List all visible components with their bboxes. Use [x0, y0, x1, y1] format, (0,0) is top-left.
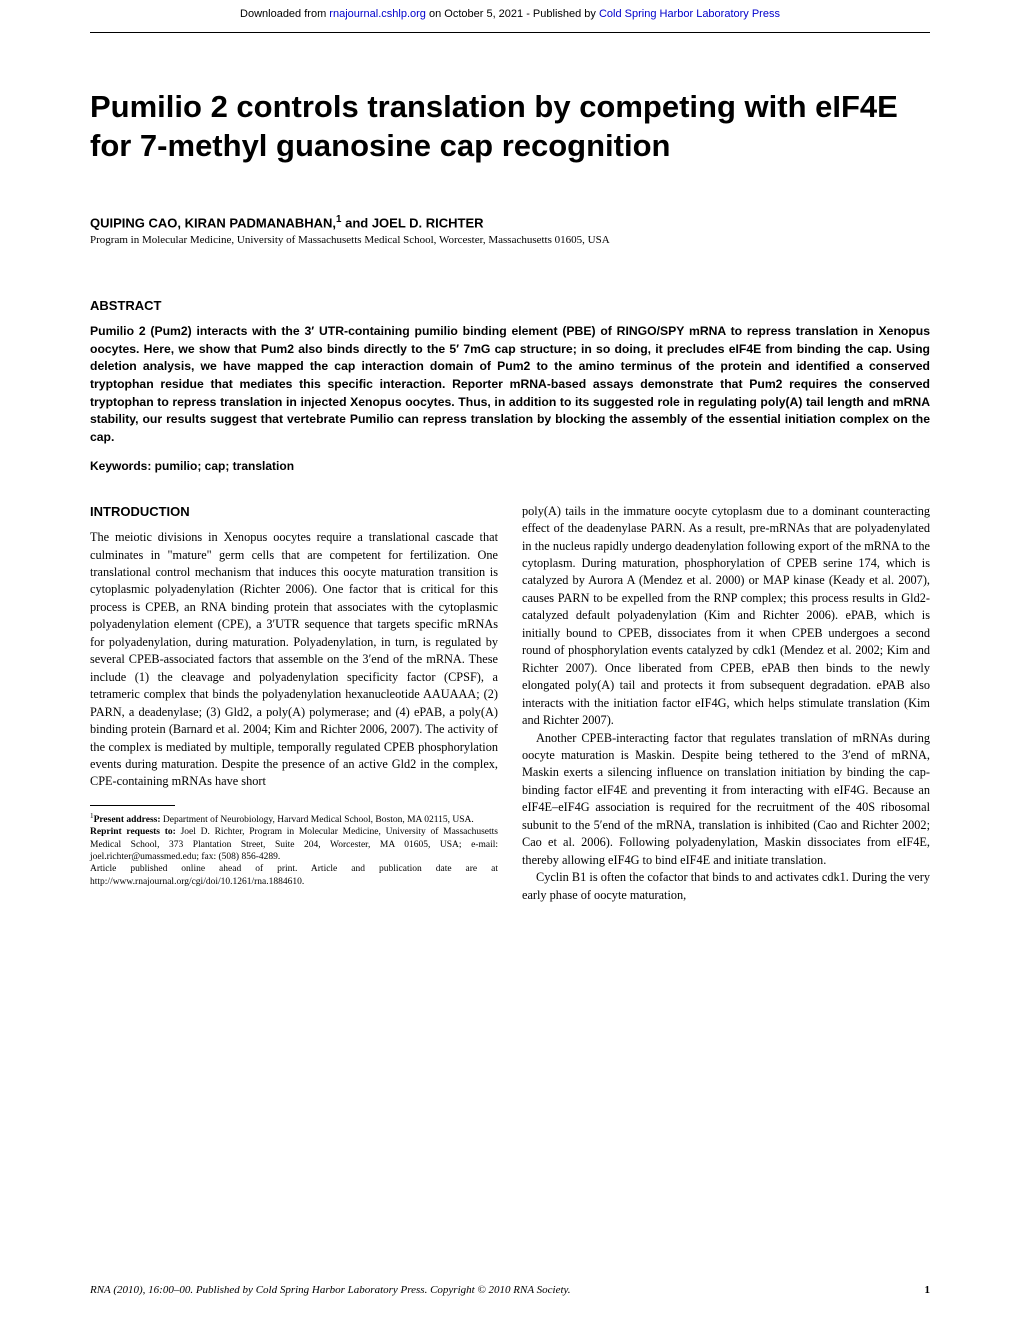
body-para-4: Cyclin B1 is often the cofactor that bin… [522, 869, 930, 904]
footer-left: RNA (2010), 16:00–00. Published by Cold … [90, 1284, 571, 1296]
page-content: Pumilio 2 controls translation by compet… [0, 88, 1020, 904]
intro-heading: INTRODUCTION [90, 503, 498, 521]
download-prefix: Downloaded from [240, 8, 329, 20]
download-mid: on October 5, 2021 - Published by [426, 8, 599, 20]
column-right: poly(A) tails in the immature oocyte cyt… [522, 503, 930, 904]
column-left: INTRODUCTION The meiotic divisions in Xe… [90, 503, 498, 904]
download-bar: Downloaded from rnajournal.cshlp.org on … [0, 0, 1020, 24]
page-number: 1 [925, 1284, 931, 1296]
download-link-1[interactable]: rnajournal.cshlp.org [329, 8, 426, 20]
body-columns: INTRODUCTION The meiotic divisions in Xe… [90, 503, 930, 904]
page-footer: RNA (2010), 16:00–00. Published by Cold … [90, 1284, 930, 1296]
footnote-rule [90, 805, 175, 806]
authors-line: QUIPING CAO, KIRAN PADMANABHAN,1 and JOE… [90, 214, 930, 230]
keywords: Keywords: pumilio; cap; translation [90, 459, 930, 473]
footnote-3: Article published online ahead of print.… [90, 863, 498, 888]
abstract-body: Pumilio 2 (Pum2) interacts with the 3′ U… [90, 323, 930, 447]
download-link-2[interactable]: Cold Spring Harbor Laboratory Press [599, 8, 780, 20]
affiliation: Program in Molecular Medicine, Universit… [90, 234, 930, 246]
abstract-heading: ABSTRACT [90, 298, 930, 313]
top-rule [90, 32, 930, 33]
body-para-3: Another CPEB-interacting factor that reg… [522, 730, 930, 870]
footnote-2: Reprint requests to: Joel D. Richter, Pr… [90, 826, 498, 863]
body-para-2: poly(A) tails in the immature oocyte cyt… [522, 503, 930, 730]
footnote-1: 1Present address: Department of Neurobio… [90, 812, 498, 827]
article-title: Pumilio 2 controls translation by compet… [90, 88, 930, 166]
intro-para-1: The meiotic divisions in Xenopus oocytes… [90, 529, 498, 791]
